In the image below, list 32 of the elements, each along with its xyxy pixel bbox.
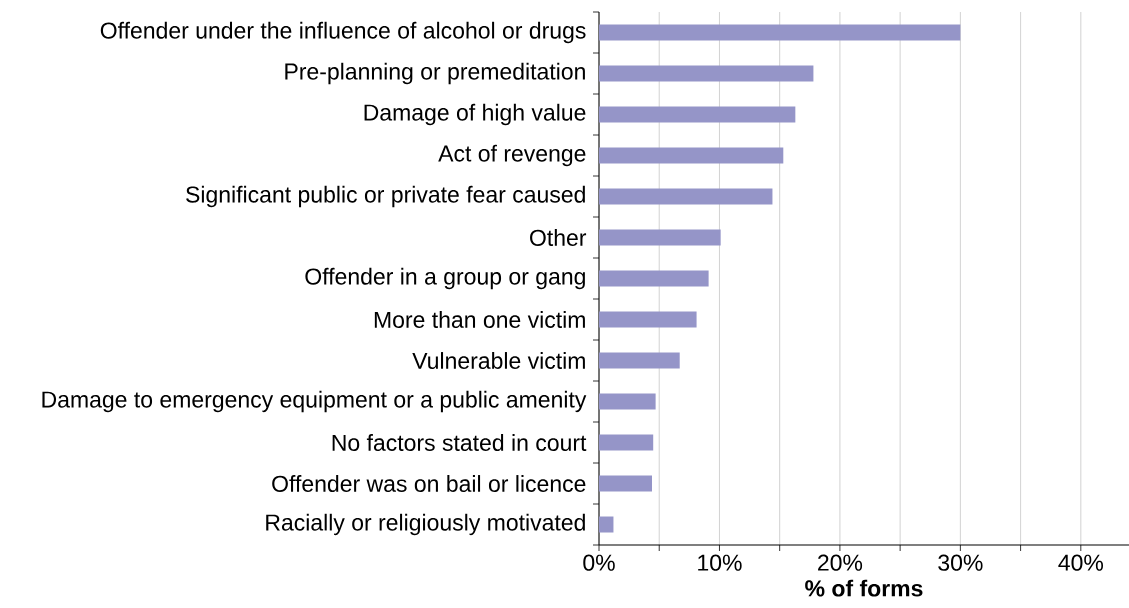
bar [599, 229, 721, 246]
y-tick-label: Vulnerable victim [412, 352, 585, 369]
y-tick-label: Racially or religiously motivated [266, 513, 585, 536]
bar [599, 106, 796, 123]
x-tick-label: 30% [938, 554, 983, 571]
y-tick-label: Offender under the influence of alcohol or drugs [100, 21, 586, 44]
bar [599, 475, 652, 492]
y-tick-label: More than one victim [374, 311, 585, 328]
x-tick-label: 20% [818, 554, 863, 571]
bar [599, 311, 697, 328]
bar [599, 270, 709, 287]
bar [599, 352, 680, 369]
y-tick-label: Damage of high value [364, 103, 586, 126]
y-tick-label: Offender in a group or gang [305, 267, 585, 290]
y-tick-label: Offender was on bail or licence [272, 475, 586, 492]
y-tick-label: Other [530, 229, 587, 246]
bar [599, 147, 784, 164]
bar [599, 393, 656, 410]
bar [599, 65, 814, 82]
y-tick-label: No factors stated in court [332, 434, 587, 451]
x-tick-label: 40% [1058, 554, 1104, 571]
x-tick-label: 10% [698, 554, 742, 571]
x-axis-title: % of forms [805, 579, 923, 597]
bar [599, 434, 654, 451]
bar [599, 24, 961, 41]
bar [599, 516, 614, 533]
y-tick-label: Pre-planning or premeditation [285, 62, 585, 85]
y-tick-label: Act of revenge [438, 144, 586, 167]
bar [599, 188, 773, 205]
y-tick-label: Damage to emergency equipment or a public amenity [42, 390, 587, 413]
y-tick-label: Significant public or private fear caused [186, 185, 585, 208]
x-tick-label: 0% [583, 554, 615, 571]
